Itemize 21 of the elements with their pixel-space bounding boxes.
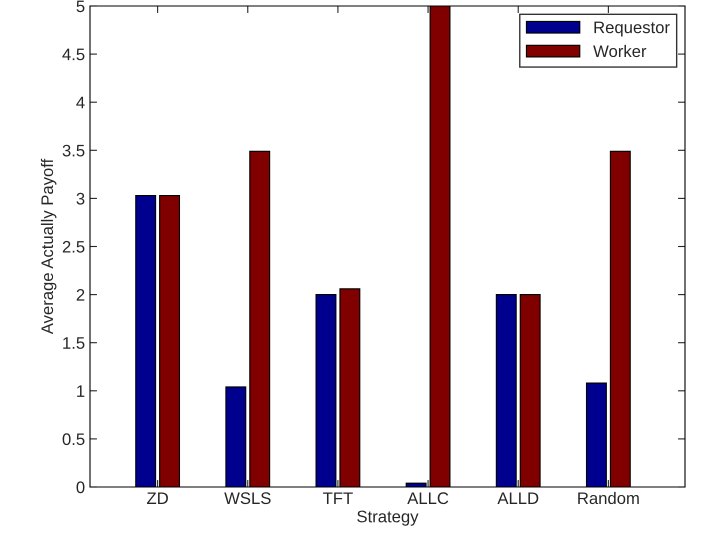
x-tick-label: WSLS — [224, 492, 271, 504]
y-tick-label: 4.5 — [62, 48, 84, 60]
y-axis-title: Average Actually Payoff — [40, 158, 56, 334]
y-tick-label: 3.5 — [62, 144, 84, 157]
x-tick-label: ALLC — [407, 492, 448, 504]
y-tick-label: 4 — [76, 96, 85, 108]
y-tick-label: 0.5 — [62, 433, 84, 446]
legend-label: Requestor — [594, 22, 670, 37]
y-tick-label: 2.5 — [62, 240, 84, 253]
x-axis-title: Strategy — [357, 510, 419, 526]
y-tick-label: 1 — [77, 385, 84, 397]
x-tick-label: Random — [578, 492, 639, 504]
x-tick-label: TFT — [323, 492, 353, 504]
y-tick-label: 0 — [76, 481, 84, 494]
x-tick-label: ALLD — [497, 492, 538, 504]
y-tick-label: 1.5 — [63, 337, 84, 349]
x-tick-label: ZD — [147, 492, 168, 504]
y-tick-label: 3 — [76, 192, 84, 205]
y-tick-label: 2 — [76, 289, 84, 301]
y-tick-label: 5 — [76, 0, 84, 12]
legend-label: Worker — [593, 44, 646, 58]
